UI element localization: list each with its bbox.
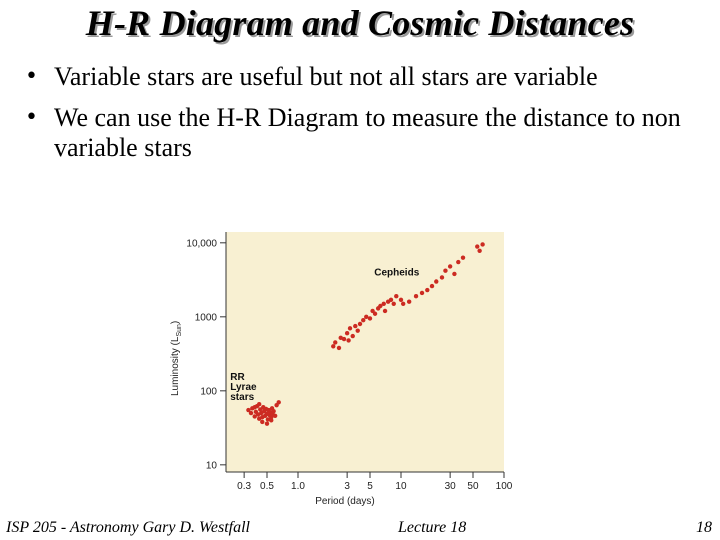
data-point xyxy=(331,344,336,349)
chart-annotation: RR xyxy=(230,372,245,383)
x-tick-label: 10 xyxy=(395,481,407,492)
data-point xyxy=(447,264,453,269)
data-point xyxy=(372,311,378,316)
data-point xyxy=(400,301,406,306)
chart-annotation: Lyrae xyxy=(230,382,257,393)
y-tick-label: 10 xyxy=(206,460,218,471)
data-point xyxy=(361,318,366,323)
data-point xyxy=(269,418,274,423)
data-point xyxy=(413,293,419,299)
plot-background xyxy=(226,232,504,472)
data-point xyxy=(346,338,351,343)
bullet-dot-icon: • xyxy=(25,105,38,130)
data-point xyxy=(246,407,251,413)
data-point xyxy=(344,331,350,336)
data-point xyxy=(391,301,396,306)
data-point xyxy=(480,242,485,247)
data-point xyxy=(264,421,270,426)
data-point xyxy=(350,333,355,339)
bullet-item: • We can use the H-R Diagram to measure … xyxy=(22,103,702,163)
data-point xyxy=(434,279,439,284)
data-point xyxy=(338,335,343,341)
data-point xyxy=(258,407,263,412)
data-point xyxy=(252,405,257,410)
y-tick-label: 1000 xyxy=(195,312,218,323)
data-point xyxy=(276,400,281,405)
data-point xyxy=(252,414,257,419)
data-point xyxy=(341,336,347,342)
x-tick-label: 30 xyxy=(445,481,457,492)
x-tick-label: 100 xyxy=(496,481,513,492)
data-point xyxy=(272,413,278,418)
y-tick-label: 100 xyxy=(200,386,217,397)
data-point xyxy=(378,303,383,309)
x-axis-label: Period (days) xyxy=(315,496,374,507)
x-tick-label: 0.5 xyxy=(260,481,274,492)
chart-annotation: Cepheids xyxy=(374,268,419,279)
bullet-list: • Variable stars are useful but not all … xyxy=(22,62,702,174)
x-tick-label: 0.3 xyxy=(237,481,251,492)
data-point xyxy=(382,308,388,314)
period-luminosity-chart: 10 100 1000 10,000 0.3 0.5 1.0 3 5 10 30 50 100 Perio… xyxy=(160,226,520,516)
data-point xyxy=(333,340,338,345)
data-point xyxy=(381,301,386,306)
x-tick-label: 50 xyxy=(467,481,479,492)
chart-svg: 10 100 1000 10,000 0.3 0.5 1.0 3 5 10 30 50 100 Perio… xyxy=(170,232,513,507)
x-tick-label: 3 xyxy=(344,481,350,492)
data-point xyxy=(265,417,271,422)
bullet-dot-icon: • xyxy=(25,64,38,89)
y-tick-label: 10,000 xyxy=(186,238,217,249)
footer-lecture: Lecture 18 xyxy=(398,519,467,536)
data-point xyxy=(429,283,435,289)
data-point xyxy=(388,297,394,302)
data-point xyxy=(425,287,430,293)
data-point xyxy=(367,316,373,321)
chart-annotation: stars xyxy=(230,392,254,403)
data-point xyxy=(394,293,399,299)
bullet-text: We can use the H-R Diagram to measure th… xyxy=(54,103,681,162)
data-point xyxy=(456,259,461,265)
footer-course: ISP 205 - Astronomy Gary D. Westfall xyxy=(6,519,250,536)
y-axis-label: Luminosity (LSun) xyxy=(170,321,183,396)
data-point xyxy=(477,248,482,253)
data-point xyxy=(452,271,457,277)
data-point xyxy=(364,314,369,320)
bullet-item: • Variable stars are useful but not all … xyxy=(22,62,702,92)
data-point xyxy=(355,328,360,333)
data-point xyxy=(398,297,404,302)
data-point xyxy=(460,255,466,260)
data-point xyxy=(419,290,425,296)
data-point xyxy=(347,326,353,331)
footer-page-number: 18 xyxy=(696,519,712,536)
data-point xyxy=(256,401,262,407)
data-point xyxy=(353,323,358,329)
data-point xyxy=(439,275,445,280)
data-point xyxy=(336,345,342,351)
slide-title: H-R Diagram and Cosmic Distances xyxy=(85,3,635,43)
x-tick-label: 1.0 xyxy=(291,481,305,492)
data-point xyxy=(443,268,448,273)
data-point xyxy=(475,244,480,249)
data-point xyxy=(248,410,254,416)
bullet-text: Variable stars are useful but not all st… xyxy=(54,62,598,91)
data-point xyxy=(260,419,265,425)
x-tick-label: 5 xyxy=(367,481,373,492)
data-point xyxy=(406,299,412,304)
data-point xyxy=(271,409,276,414)
data-point xyxy=(357,321,363,327)
